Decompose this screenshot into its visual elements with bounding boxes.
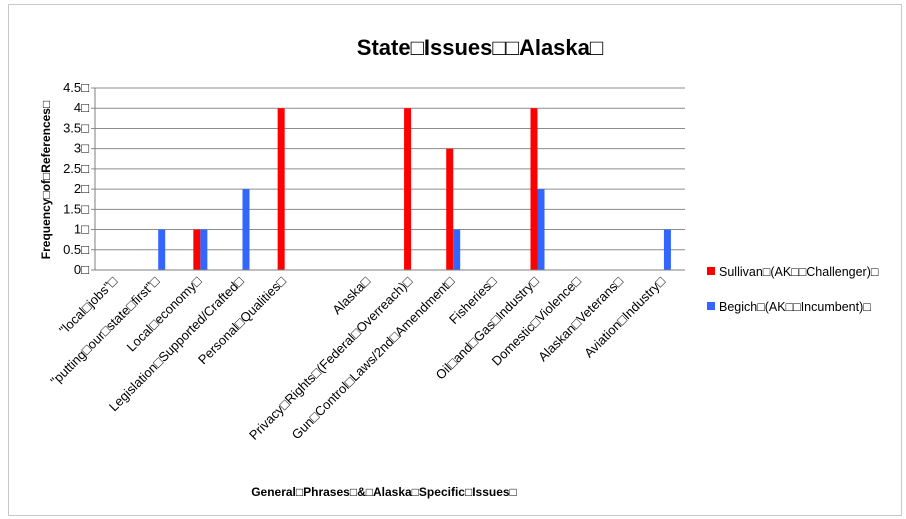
bar <box>193 229 201 270</box>
y-tick-label: 1.5□ <box>63 201 89 216</box>
legend-label: Sullivan□(AK□□Challenger)□ <box>719 265 879 279</box>
legend-swatch <box>707 302 715 310</box>
y-tick-label: 2□ <box>74 181 89 196</box>
legend-label: Begich□(AK□□Incumbent)□ <box>719 300 871 314</box>
x-category-label: Gun□Control□Laws/2nd□Amendment□ <box>289 273 458 442</box>
y-tick-label: 3.5□ <box>63 120 89 135</box>
legend: Sullivan□(AK□□Challenger)□ Begich□(AK□□In… <box>707 265 879 314</box>
bar <box>158 229 166 270</box>
bar <box>530 108 538 270</box>
y-axis-title: Frequency□of□References□ <box>39 101 53 259</box>
chart-title: State□Issues□□Alaska□ <box>357 35 603 60</box>
y-axis-ticks: 0□ 0.5□ 1□ 1.5□ 2□ 2.5□ 3□ 3.5□ 4□ 4.5□ <box>63 80 89 277</box>
y-tick-label: 2.5□ <box>63 161 89 176</box>
bar <box>663 229 671 270</box>
bar <box>200 229 208 270</box>
x-category-label: Aviation□Industry□ <box>581 273 668 360</box>
bar <box>453 229 461 270</box>
y-tick-label: 4.5□ <box>63 80 89 95</box>
legend-swatch <box>707 267 715 275</box>
y-tick-label: 3□ <box>74 141 89 156</box>
y-tick-label: 0.5□ <box>63 242 89 257</box>
y-tick-label: 4□ <box>74 100 89 115</box>
bar <box>277 108 285 270</box>
x-axis-categories: "local□jobs"□"putting□our□state□first"□L… <box>47 273 668 442</box>
y-tick-label: 0□ <box>74 262 89 277</box>
bar <box>537 189 545 270</box>
x-category-label: Local□economy□ <box>123 273 204 354</box>
bar <box>404 108 412 270</box>
bar <box>242 189 250 270</box>
bar <box>446 148 454 270</box>
x-axis-title: General□Phrases□&□Alaska□Specific□Issues… <box>251 485 517 499</box>
y-tick-label: 1□ <box>74 222 89 237</box>
bars <box>158 108 671 270</box>
gridlines <box>91 87 685 271</box>
